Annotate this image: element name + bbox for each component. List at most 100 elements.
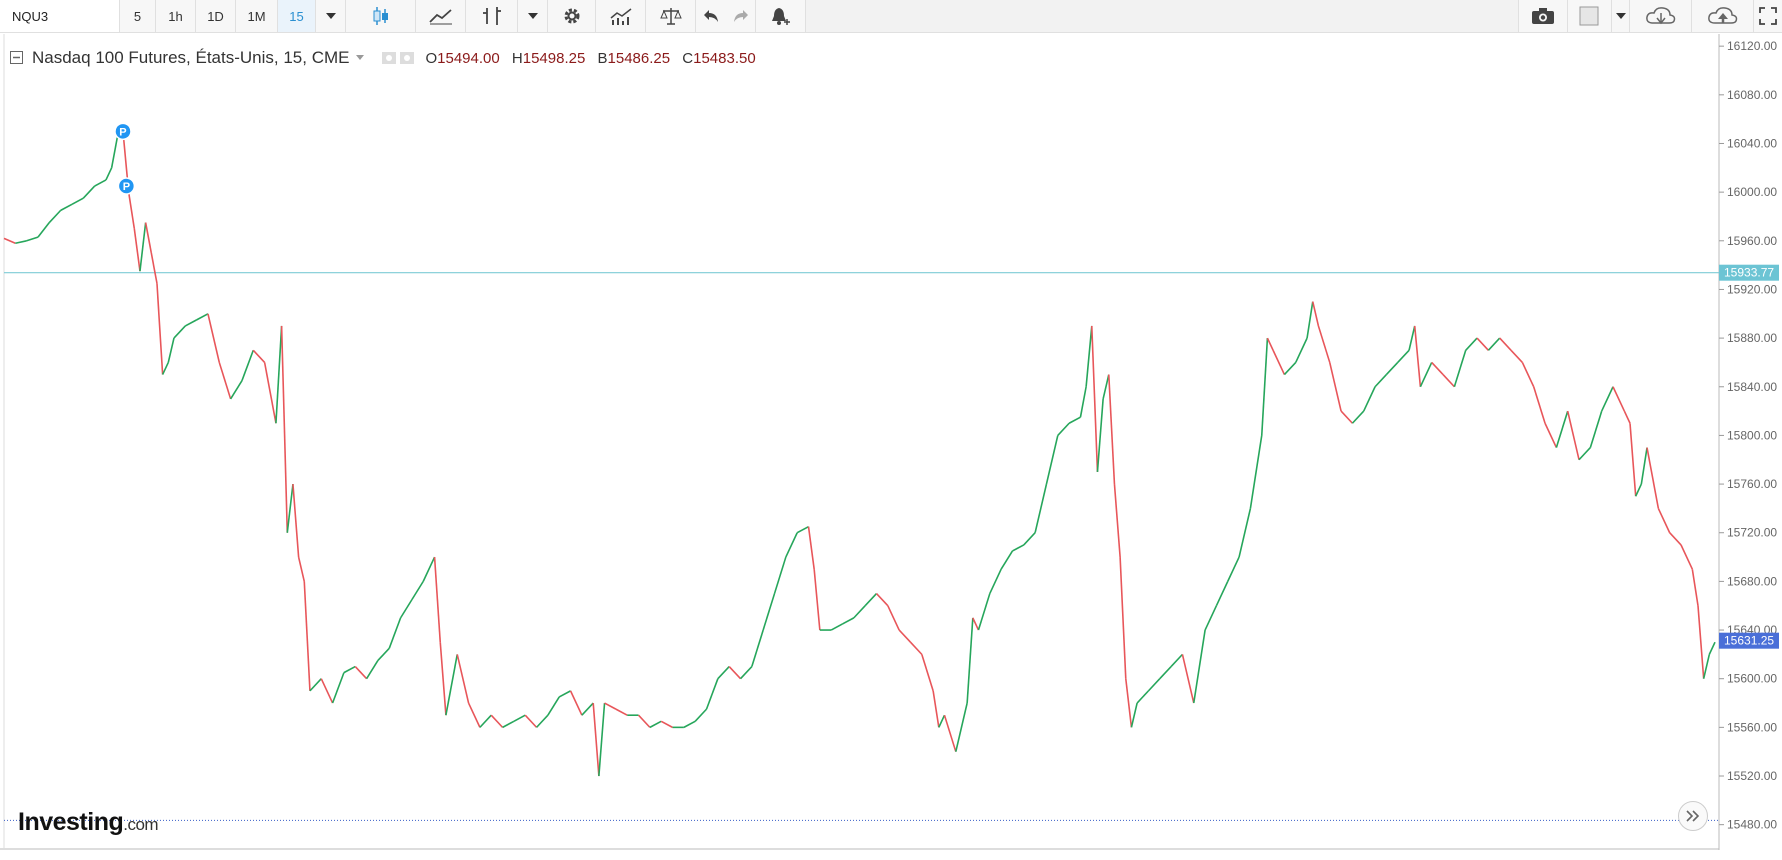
price-segment xyxy=(739,665,753,680)
event-marker-label: P xyxy=(119,126,126,138)
price-segment xyxy=(1453,350,1467,387)
collapse-icon[interactable] xyxy=(10,51,24,65)
compare-button[interactable] xyxy=(646,0,696,32)
redo-button[interactable] xyxy=(726,0,756,32)
price-segment xyxy=(637,714,651,728)
price-tags: 15933.77 15631.25 xyxy=(1719,264,1779,649)
symbol-input[interactable]: NQU3 xyxy=(0,0,120,32)
price-segment xyxy=(456,654,470,704)
price-segment xyxy=(218,362,232,400)
investing-logo: Investing.com xyxy=(18,808,159,837)
price-segment xyxy=(773,556,787,594)
price-segment xyxy=(1159,665,1172,680)
interval-15-button[interactable]: 15 xyxy=(278,0,316,32)
price-segment xyxy=(241,349,255,381)
price-segment xyxy=(705,678,719,710)
price-segment xyxy=(717,665,730,680)
price-segment xyxy=(133,228,141,272)
current-price-tag-text: 15631.25 xyxy=(1724,634,1774,648)
y-tick-label: 15480.00 xyxy=(1727,818,1777,832)
price-segment xyxy=(1057,422,1070,436)
price-segment xyxy=(1124,678,1133,728)
price-segment xyxy=(1397,349,1410,363)
price-segment xyxy=(751,629,764,667)
interval-1m-button[interactable]: 1M xyxy=(236,0,278,32)
alert-button[interactable] xyxy=(756,0,806,32)
save-chart-button[interactable] xyxy=(1692,0,1754,32)
price-segment xyxy=(921,654,934,692)
price-segment xyxy=(365,660,379,680)
fullscreen-button[interactable] xyxy=(1754,0,1782,32)
price-segment xyxy=(1227,556,1240,582)
open-value: 15494.00 xyxy=(437,49,500,67)
price-segment xyxy=(1499,337,1512,351)
event-markers[interactable]: PP xyxy=(114,122,136,195)
price-segment xyxy=(1657,508,1671,534)
price-segment xyxy=(399,599,413,619)
layout-button[interactable] xyxy=(1568,0,1612,32)
gear-icon xyxy=(564,8,579,24)
undo-button[interactable] xyxy=(696,0,726,32)
layout-dropdown-button[interactable] xyxy=(1612,0,1630,32)
y-tick-label: 15600.00 xyxy=(1727,672,1777,686)
y-tick-label: 15960.00 xyxy=(1727,234,1777,248)
price-segment xyxy=(1000,550,1014,570)
price-segment xyxy=(1521,362,1535,388)
line-chart-button[interactable] xyxy=(416,0,466,32)
indicators-button[interactable] xyxy=(596,0,646,32)
level-price-tag-text: 15933.77 xyxy=(1724,266,1774,280)
price-segment xyxy=(184,319,198,327)
y-tick-label: 16080.00 xyxy=(1727,88,1777,102)
price-segment xyxy=(1328,362,1342,412)
interval-1d-button[interactable]: 1D xyxy=(196,0,236,32)
double-chevron-right-icon xyxy=(1686,810,1700,822)
y-tick-label: 16120.00 xyxy=(1727,39,1777,53)
interval-1h-button[interactable]: 1h xyxy=(156,0,196,32)
event-marker[interactable] xyxy=(114,122,132,141)
scales-icon xyxy=(659,8,682,25)
price-segment xyxy=(156,283,164,375)
chevron-down-icon xyxy=(527,13,538,19)
price-segment xyxy=(1646,447,1660,509)
price-segment xyxy=(479,714,492,728)
price-segment xyxy=(71,197,84,206)
price-segment xyxy=(467,702,481,728)
interval-dropdown-button[interactable] xyxy=(316,0,346,32)
price-segment xyxy=(1113,484,1121,558)
event-marker[interactable] xyxy=(117,177,136,195)
price-segment xyxy=(513,714,526,722)
price-segment xyxy=(1363,386,1376,412)
price-segment xyxy=(694,708,708,722)
price-segment xyxy=(1023,532,1036,546)
scroll-to-realtime-button[interactable] xyxy=(1678,801,1708,831)
price-segment xyxy=(830,623,843,631)
caret-down-icon[interactable] xyxy=(355,54,367,62)
price-segment xyxy=(972,617,980,631)
settings-button[interactable] xyxy=(548,0,596,32)
price-segment xyxy=(388,617,402,649)
line-chart-icon xyxy=(428,9,452,25)
price-segment xyxy=(1119,557,1127,679)
bars-button[interactable] xyxy=(466,0,518,32)
price-segment xyxy=(1181,654,1195,704)
logo-suffix: .com xyxy=(123,815,159,834)
cloud-download-icon xyxy=(1645,7,1675,25)
chart-title[interactable]: Nasdaq 100 Futures, États-Unis, 15, CME xyxy=(32,48,350,67)
candles-button[interactable] xyxy=(346,0,416,32)
price-segment xyxy=(1192,629,1206,704)
y-tick-label: 15560.00 xyxy=(1727,720,1777,734)
visibility-settings-icon[interactable] xyxy=(381,50,417,66)
price-segment xyxy=(1096,398,1104,472)
price-segment xyxy=(977,593,991,631)
price-segment xyxy=(1623,410,1631,424)
load-chart-button[interactable] xyxy=(1630,0,1692,32)
price-segment xyxy=(1702,654,1711,679)
price-segment xyxy=(1697,605,1705,679)
interval-5-button[interactable]: 5 xyxy=(120,0,156,32)
screenshot-button[interactable] xyxy=(1518,0,1568,32)
price-segment xyxy=(490,714,504,728)
toolbar-spacer xyxy=(806,0,1518,32)
price-segment xyxy=(1634,483,1643,497)
chart-type-dropdown-button[interactable] xyxy=(518,0,548,32)
